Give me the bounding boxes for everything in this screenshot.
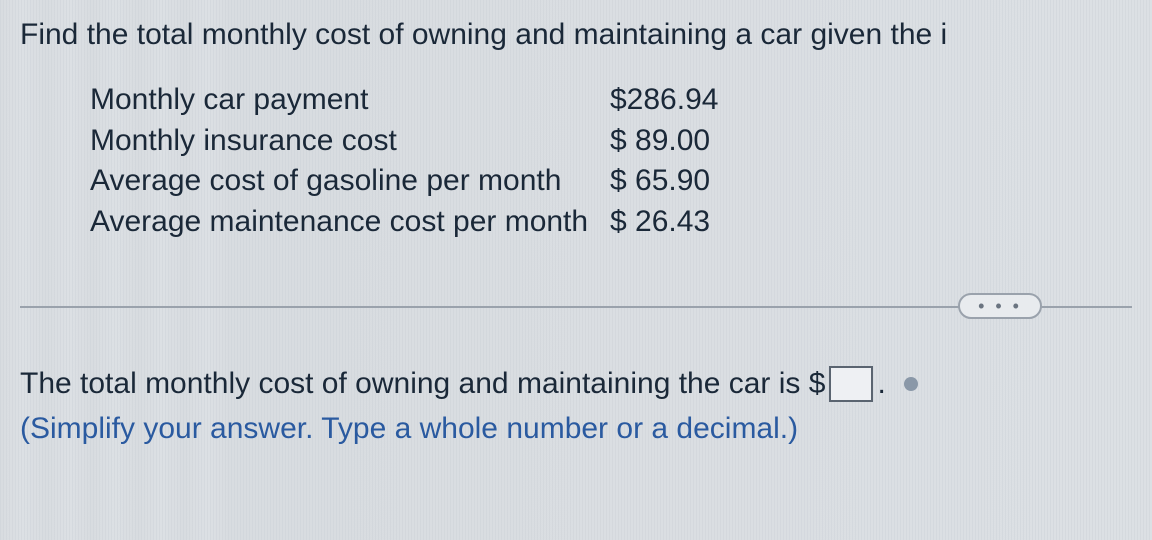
more-button[interactable]: • • • xyxy=(958,293,1042,319)
cost-label: Average maintenance cost per month xyxy=(90,202,610,243)
cost-label: Monthly insurance cost xyxy=(90,121,610,162)
answer-input[interactable] xyxy=(829,366,873,402)
table-row: Average maintenance cost per month $ 26.… xyxy=(90,202,1132,243)
answer-trail-text: . xyxy=(877,367,885,401)
help-icon[interactable] xyxy=(904,377,918,391)
cost-table: Monthly car payment $286.94 Monthly insu… xyxy=(90,80,1132,242)
question-prompt: Find the total monthly cost of owning an… xyxy=(20,18,1132,52)
cost-label: Average cost of gasoline per month xyxy=(90,161,610,202)
answer-prompt: The total monthly cost of owning and mai… xyxy=(20,366,1132,402)
section-divider: • • • xyxy=(20,282,1132,330)
answer-hint: (Simplify your answer. Type a whole numb… xyxy=(20,412,1132,446)
table-row: Monthly car payment $286.94 xyxy=(90,80,1132,121)
table-row: Average cost of gasoline per month $ 65.… xyxy=(90,161,1132,202)
cost-value: $ 65.90 xyxy=(610,161,710,202)
cost-value: $ 26.43 xyxy=(610,202,710,243)
table-row: Monthly insurance cost $ 89.00 xyxy=(90,121,1132,162)
cost-label: Monthly car payment xyxy=(90,80,610,121)
cost-value: $286.94 xyxy=(610,80,718,121)
answer-lead-text: The total monthly cost of owning and mai… xyxy=(20,367,825,401)
cost-value: $ 89.00 xyxy=(610,121,710,162)
